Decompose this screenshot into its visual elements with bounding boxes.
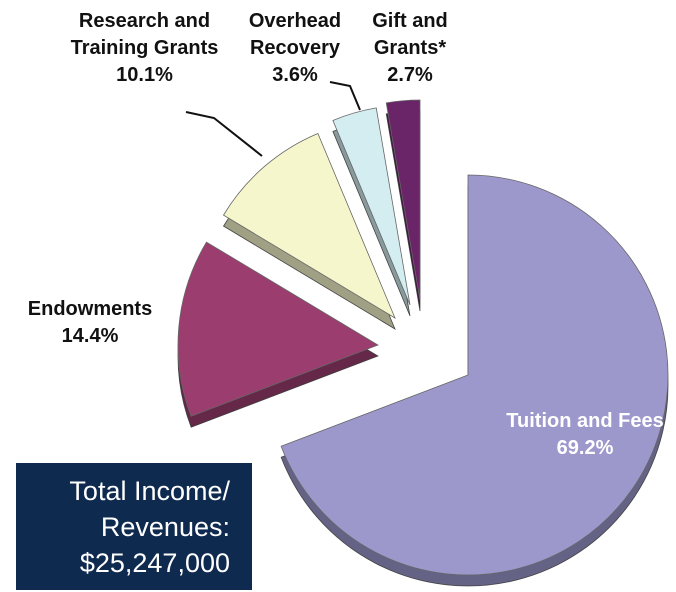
leader-line [329,81,361,111]
slice-label: Tuition and Fees 69.2% [505,408,665,462]
slices [177,99,669,587]
slice-label: Endowments 14.4% [0,296,180,350]
slice-label: Gift and Grants* 2.7% [357,8,463,89]
total-label: Total Income/ Revenues: [69,476,230,542]
leader-line [185,111,263,157]
slice [222,132,396,319]
total-box: Total Income/ Revenues: $25,247,000 [16,463,252,590]
value-label: 10.1% [116,64,173,86]
slice [280,174,669,576]
slice [177,241,379,417]
category-name: Gift and Grants* [372,10,448,59]
slice-side-shade [332,118,410,316]
value-label: 14.4% [61,325,119,347]
category-name: Endowments [27,298,153,320]
category-name: Research and Training Grants [70,10,219,59]
slice [332,107,411,306]
total-value: $25,247,000 [79,548,230,578]
slice [385,99,421,301]
value-label: 69.2% [556,437,614,459]
slice-label: Research and Training Grants 10.1% [62,8,227,89]
value-label: 3.6% [272,64,318,86]
value-label: 2.7% [387,64,433,86]
category-name: Overhead Recovery [248,10,342,59]
category-name: Tuition and Fees [506,410,664,432]
slice-label: Overhead Recovery 3.6% [232,8,358,89]
